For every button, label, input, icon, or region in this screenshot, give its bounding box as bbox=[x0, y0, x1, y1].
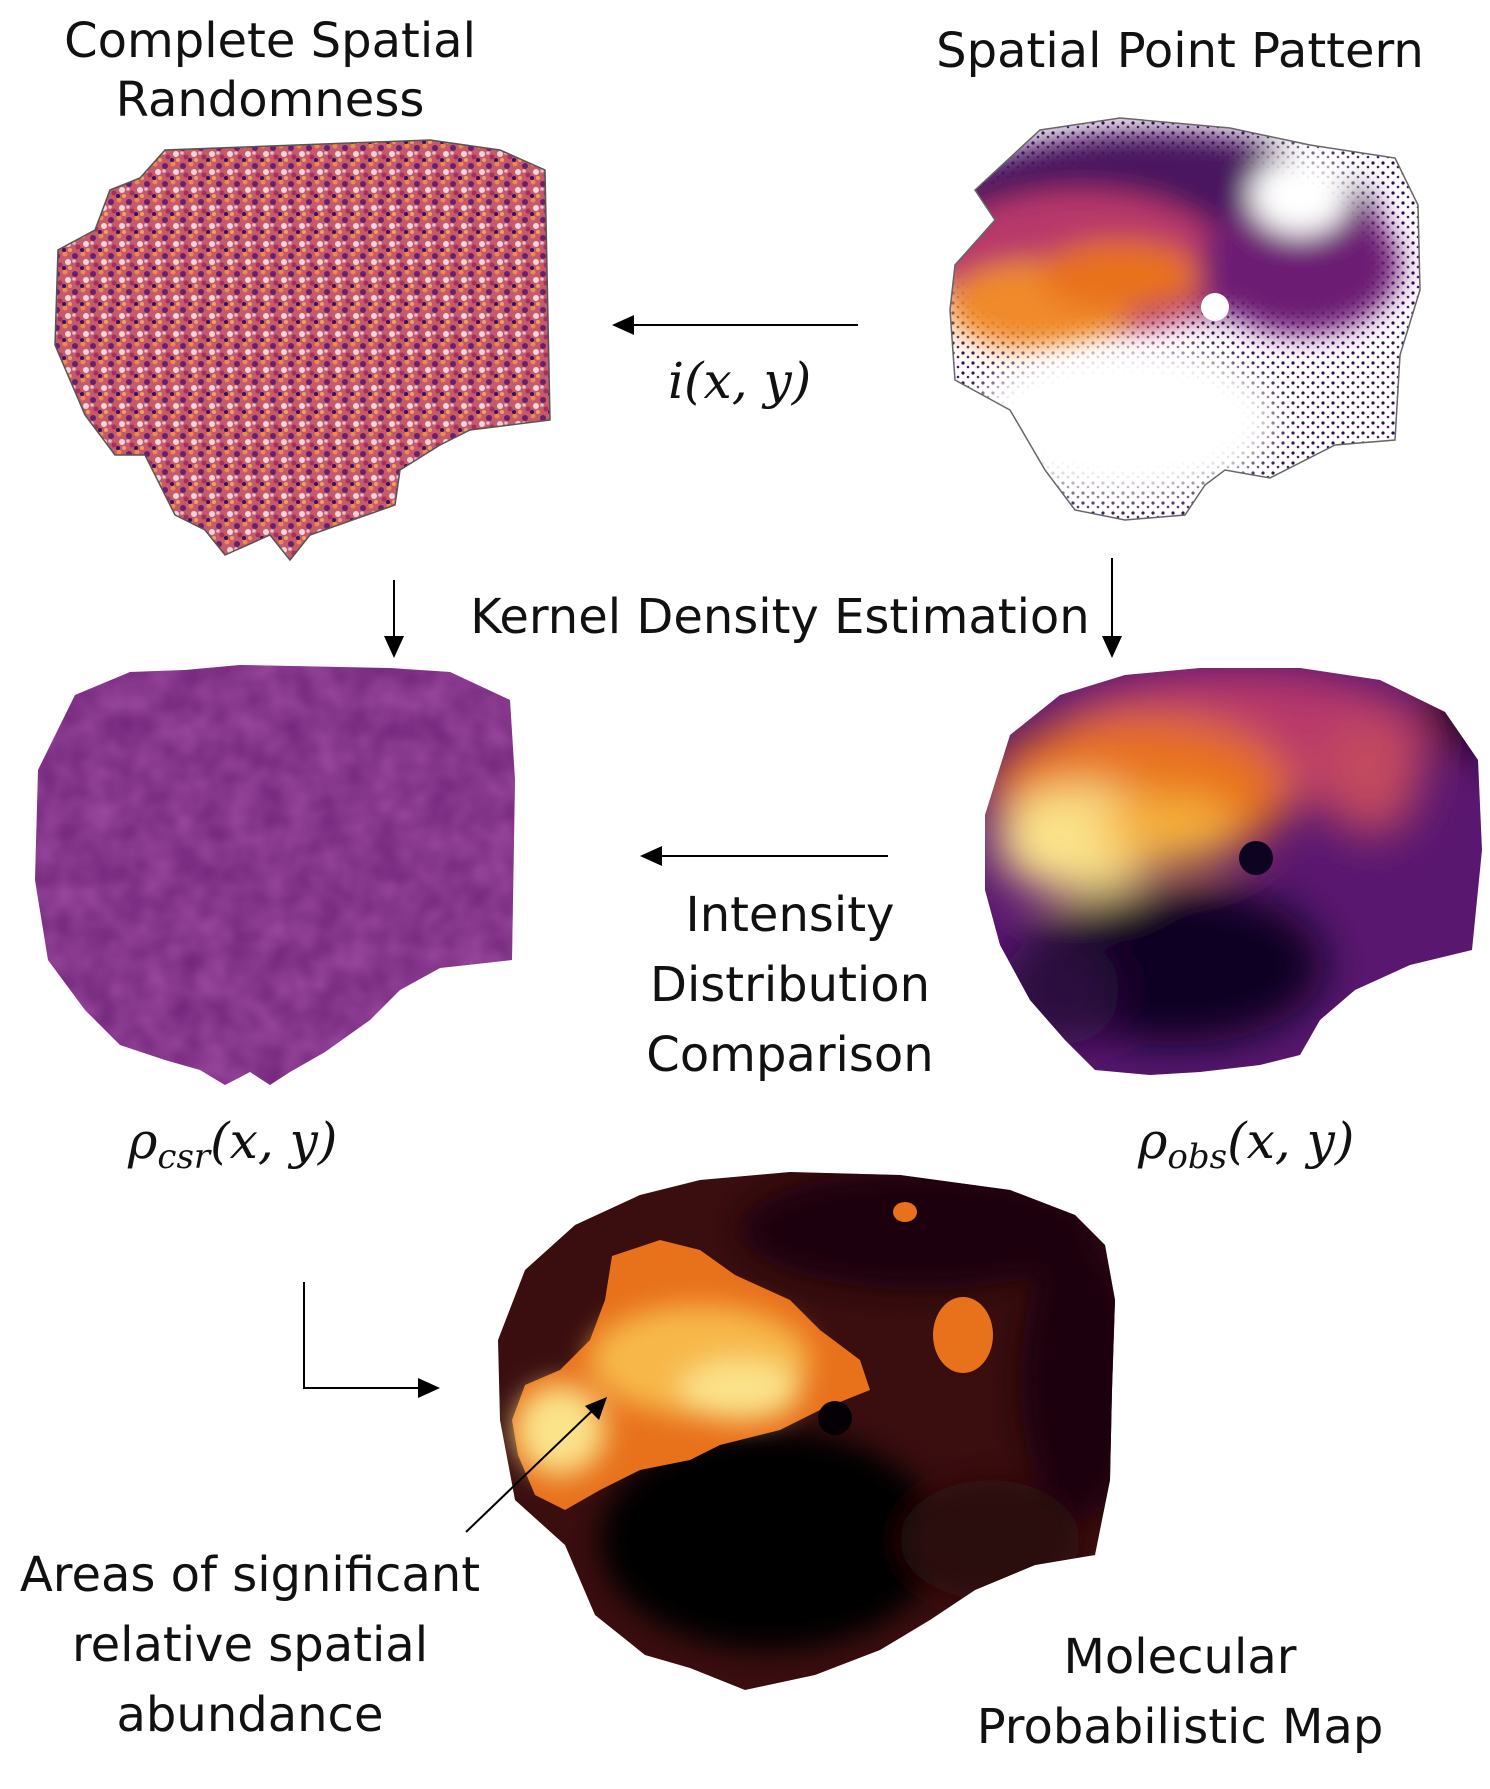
rho-csr-symbol: ρ bbox=[128, 1112, 158, 1170]
csr-point-cloud bbox=[55, 140, 550, 560]
map-title-line-2: Probabilistic Map bbox=[976, 1699, 1384, 1755]
areas-line-2: relative spatial bbox=[71, 1617, 429, 1673]
areas-line-1: Areas of significant bbox=[19, 1547, 481, 1603]
obs-kde-map bbox=[985, 668, 1482, 1075]
areas-annotation: Areas of significant relative spatial ab… bbox=[10, 1540, 490, 1750]
rho-csr-label: ρcsr(x, y) bbox=[128, 1112, 337, 1177]
probabilistic-map bbox=[498, 1172, 1115, 1690]
rho-csr-subscript: csr bbox=[157, 1137, 211, 1177]
rho-obs-subscript: obs bbox=[1167, 1137, 1228, 1177]
arrow-left-icon bbox=[612, 315, 858, 335]
pointer-arrow-icon bbox=[465, 1397, 607, 1533]
arrow-down-icon bbox=[1102, 558, 1122, 658]
csr-kde-map bbox=[35, 665, 515, 1085]
rho-obs-symbol: ρ bbox=[1138, 1112, 1168, 1170]
spp-outline bbox=[949, 117, 1421, 521]
comparison-label: Intensity Distribution Comparison bbox=[620, 880, 960, 1090]
probabilistic-map-title: Molecular Probabilistic Map bbox=[940, 1622, 1420, 1762]
comparison-line-3: Comparison bbox=[646, 1027, 934, 1083]
rho-csr-args: (x, y) bbox=[210, 1112, 338, 1170]
spp-point-cloud bbox=[950, 118, 1420, 520]
map-title-line-1: Molecular bbox=[1063, 1629, 1297, 1685]
rho-obs-args: (x, y) bbox=[1227, 1112, 1355, 1170]
arrow-down-icon bbox=[384, 580, 404, 658]
csr-title-line: Complete Spatial Randomness bbox=[64, 13, 476, 128]
arrow-left-icon bbox=[640, 846, 888, 866]
elbow-arrow-icon bbox=[303, 1282, 440, 1398]
csr-title: Complete Spatial Randomness bbox=[40, 12, 500, 129]
comparison-line-1: Intensity bbox=[685, 887, 895, 943]
areas-line-3: abundance bbox=[116, 1687, 384, 1743]
comparison-line-2: Distribution bbox=[649, 957, 931, 1013]
rho-obs-label: ρobs(x, y) bbox=[1138, 1112, 1354, 1177]
intensity-function-label: i(x, y) bbox=[668, 352, 812, 410]
csr-outline bbox=[54, 139, 551, 562]
spp-title: Spatial Point Pattern bbox=[936, 23, 1424, 79]
kde-label: Kernel Density Estimation bbox=[470, 589, 1090, 645]
